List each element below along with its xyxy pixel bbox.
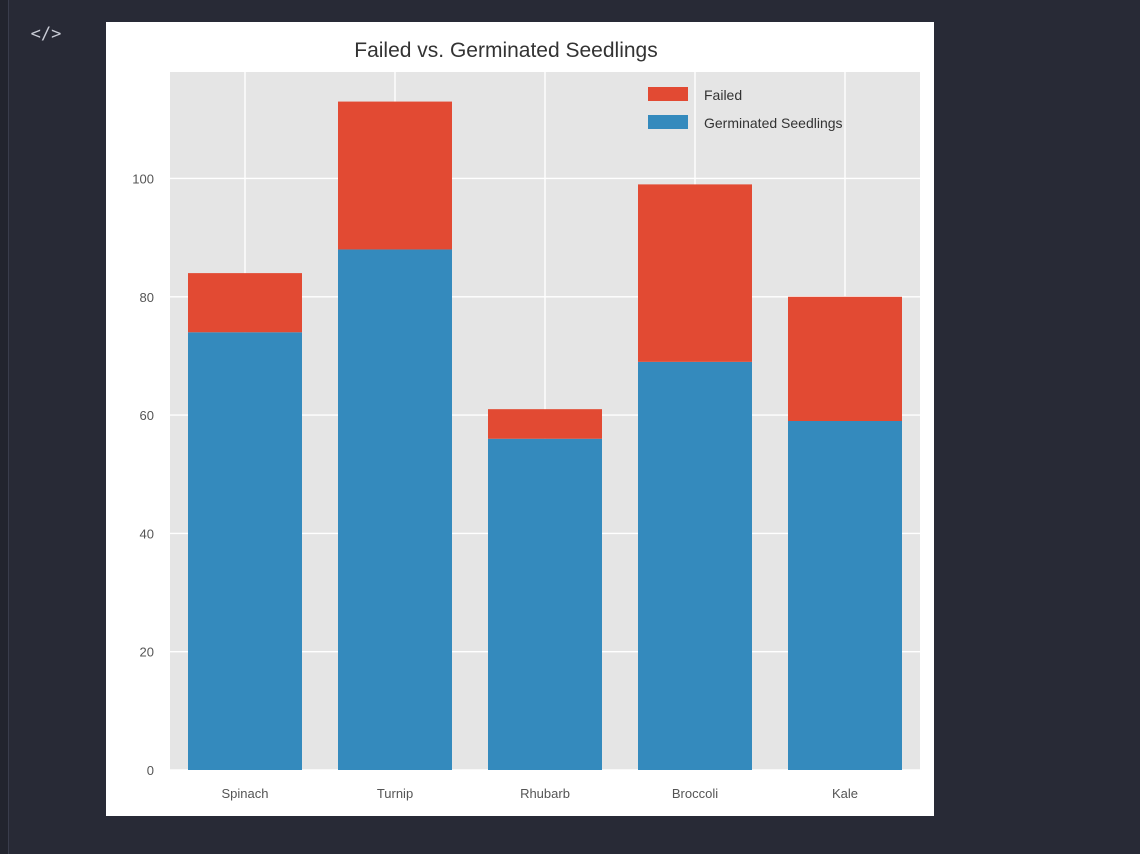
y-tick-label: 20 [140, 645, 154, 660]
legend: Failed Germinated Seedlings [648, 87, 843, 131]
legend-label: Germinated Seedlings [704, 115, 843, 131]
legend-swatch [648, 87, 688, 101]
bar-germinated-seedlings-rhubarb [488, 438, 602, 770]
x-axis-ticks: Spinach Turnip Rhubarb Broccoli Kale [222, 786, 859, 801]
chart-title: Failed vs. Germinated Seedlings [354, 39, 658, 62]
chart-svg: Failed vs. Germinated Seedlings 0 20 40 60 8… [132, 39, 920, 801]
y-tick-label: 60 [140, 408, 154, 423]
y-axis-ticks: 0 20 40 60 80 100 [132, 171, 154, 778]
code-icon[interactable]: </> [30, 24, 62, 44]
x-tick-label: Broccoli [672, 786, 718, 801]
bar-germinated-seedlings-broccoli [638, 361, 752, 770]
bar-failed-rhubarb [488, 409, 602, 439]
bar-failed-spinach [188, 273, 302, 333]
bar-germinated-seedlings-kale [788, 421, 902, 770]
bar-failed-kale [788, 296, 902, 421]
y-tick-label: 80 [140, 290, 154, 305]
legend-label: Failed [704, 87, 742, 103]
x-tick-label: Turnip [377, 786, 413, 801]
x-tick-label: Kale [832, 786, 858, 801]
bar-failed-broccoli [638, 184, 752, 362]
bars [188, 101, 902, 770]
bar-germinated-seedlings-turnip [338, 249, 452, 770]
editor-gutter [0, 0, 9, 854]
x-tick-label: Rhubarb [520, 786, 570, 801]
y-tick-label: 0 [147, 763, 154, 778]
bar-failed-turnip [338, 101, 452, 250]
y-tick-label: 40 [140, 526, 154, 541]
bar-germinated-seedlings-spinach [188, 332, 302, 770]
y-tick-label: 100 [132, 171, 154, 186]
x-tick-label: Spinach [222, 786, 269, 801]
legend-swatch [648, 115, 688, 129]
chart-figure: Failed vs. Germinated Seedlings 0 20 40 60 8… [106, 22, 934, 816]
